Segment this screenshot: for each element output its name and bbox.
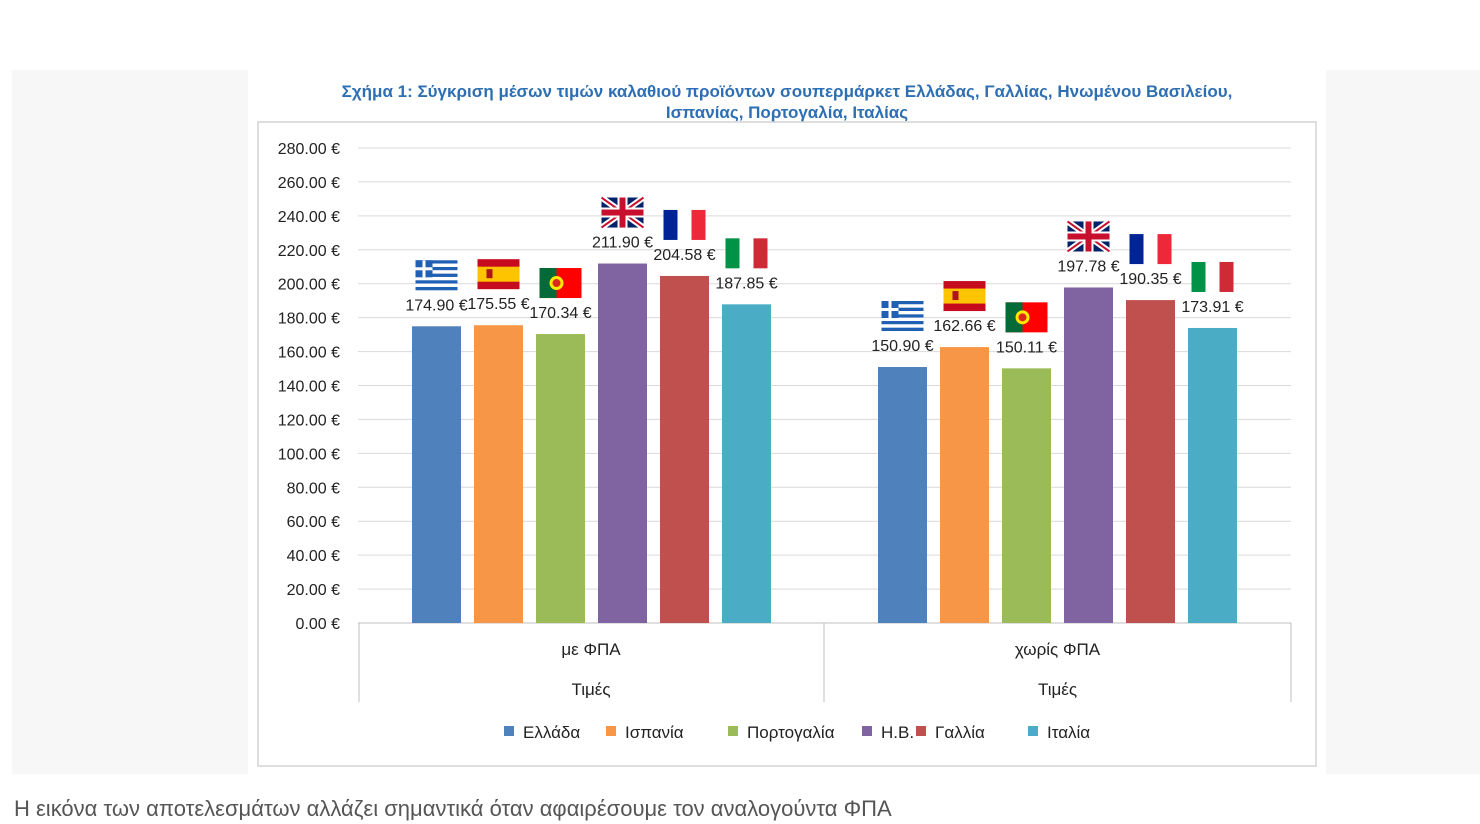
greece-flag-icon [415,260,458,291]
data-label: 162.66 € [933,318,995,335]
plot-frame [257,121,1317,767]
y-tick-label: 80.00 € [287,480,340,497]
y-tick-label: 140.00 € [278,379,340,396]
bar-uk-without-vat [1064,287,1113,623]
chart-figure: Σχήμα 1: Σύγκριση μέσων τιμών καλαθιού π… [248,70,1326,774]
legend-item: Ισπανία [625,723,684,742]
uk-flag-icon [1065,219,1112,254]
y-tick-label: 260.00 € [278,175,340,192]
legend-item: Ιταλία [1047,723,1090,742]
x-axis-label: Τιμές [571,680,610,699]
y-tick-label: 60.00 € [287,514,340,531]
bar-france-with-vat [660,275,709,623]
france-flag-icon [663,209,706,240]
greece-flag-icon [881,301,924,332]
legend-swatch [606,726,616,736]
data-label: 174.90 € [405,297,467,314]
legend-item: Ελλάδα [523,723,580,742]
category-label: με ΦΠΑ [561,640,621,659]
data-label: 190.35 € [1119,271,1181,288]
data-label: 150.11 € [996,339,1057,356]
legend-swatch [1028,726,1038,736]
bar-italy-without-vat [1188,327,1237,623]
data-label: 211.90 € [592,235,653,252]
figure-caption: Η εικόνα των αποτελεσμάτων αλλάζει σημαν… [14,796,892,821]
bar-greece-without-vat [878,367,927,623]
bar-uk-with-vat [598,263,647,623]
bar-portugal-without-vat [1002,368,1051,623]
data-label: 187.85 € [715,275,777,292]
y-tick-label: 40.00 € [287,548,340,565]
y-tick-label: 240.00 € [278,209,340,226]
italy-flag-icon [1191,261,1234,292]
y-tick-label: 220.00 € [278,243,340,260]
category-label: χωρίς ΦΠΑ [1015,640,1101,659]
bar-portugal-with-vat [536,334,585,623]
y-tick-label: 100.00 € [278,446,340,463]
france-flag-icon [1129,234,1172,265]
y-tick-label: 180.00 € [278,311,340,328]
data-label: 173.91 € [1181,299,1243,316]
legend-swatch [504,726,514,736]
legend-swatch [916,726,926,736]
chart-svg: Σχήμα 1: Σύγκριση μέσων τιμών καλαθιού π… [257,82,1317,767]
bar-greece-with-vat [412,326,461,623]
y-tick-label: 200.00 € [278,277,340,294]
portugal-flag-icon [1005,302,1048,333]
x-axis-label: Τιμές [1038,680,1077,699]
chart-title-line-2: Ισπανίας, Πορτογαλία, Ιταλίας [666,103,908,122]
y-tick-label: 20.00 € [287,582,340,599]
legend-item: Γαλλία [935,723,985,742]
y-tick-label: 280.00 € [278,141,340,158]
chart-layer: 0.00 € 20.00 € 40.00 € 60.00 € 80.00 € 100.00… [278,141,1292,742]
data-label: 204.58 € [653,247,715,264]
chart-title-line-1: Σχήμα 1: Σύγκριση μέσων τιμών καλαθιού π… [342,82,1233,101]
data-label: 175.55 € [467,296,529,313]
legend-item: Πορτογαλία [747,723,835,742]
data-label: 197.78 € [1057,258,1119,275]
uk-flag-icon [599,195,646,230]
bar-france-without-vat [1126,300,1175,623]
portugal-flag-icon [539,268,582,299]
italy-flag-icon [725,238,768,269]
y-tick-label: 0.00 € [296,616,341,633]
legend-item: Η.Β. [881,723,914,742]
bar-spain-without-vat [940,347,989,623]
spain-flag-icon [477,259,520,290]
y-tick-label: 160.00 € [278,345,340,362]
spain-flag-icon [943,281,986,312]
data-label: 170.34 € [529,305,591,322]
legend-swatch [862,726,872,736]
bar-italy-with-vat [722,304,771,623]
legend-swatch [728,726,738,736]
bar-spain-with-vat [474,325,523,623]
y-tick-label: 120.00 € [278,412,340,429]
data-label: 150.90 € [871,338,933,355]
